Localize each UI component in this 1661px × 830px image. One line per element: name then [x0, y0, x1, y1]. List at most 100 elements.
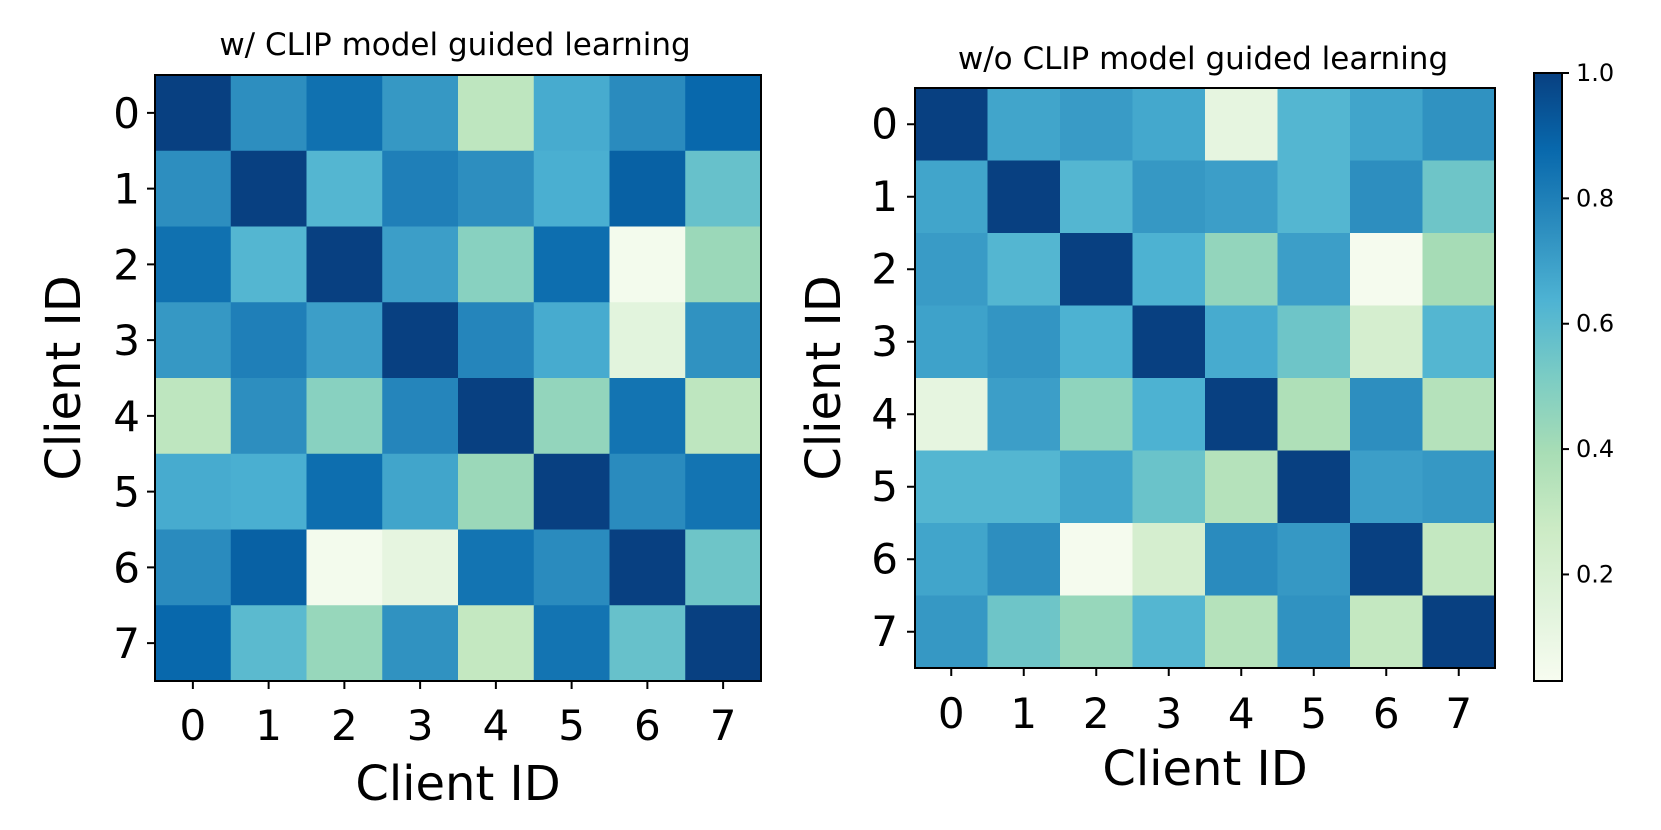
heatmap-cell-1-0: [915, 160, 989, 234]
heatmap-cell-6-7: [685, 529, 762, 606]
heatmap-cell-1-6: [1350, 160, 1424, 234]
heatmap-cell-0-3: [1132, 88, 1206, 162]
heatmap-cell-3-4: [458, 302, 535, 379]
heatmap-cell-4-0: [915, 378, 989, 452]
heatmap-cell-4-1: [987, 378, 1061, 452]
heatmap-cell-3-5: [533, 302, 611, 379]
heatmap-cell-2-4: [458, 226, 535, 303]
heatmap-cell-5-3: [382, 453, 459, 531]
heatmap-cell-2-5: [1277, 233, 1351, 307]
heatmap-cell-6-5: [1277, 523, 1351, 597]
heatmap-cell-7-5: [533, 605, 611, 682]
heatmap-cell-0-0: [155, 75, 232, 152]
heatmap-cell-3-1: [230, 302, 308, 379]
heatmap-cell-0-7: [1422, 88, 1496, 162]
heatmap-cell-5-6: [609, 453, 686, 531]
heatmap-cell-6-2: [1060, 523, 1134, 597]
heatmap-cell-6-1: [987, 523, 1061, 597]
y-tick-label: 0: [113, 89, 140, 138]
heatmap-cell-3-6: [609, 302, 686, 379]
x-tick-label: 1: [1010, 689, 1037, 738]
y-tick-label: 6: [113, 543, 140, 592]
heatmap-cell-0-1: [230, 75, 308, 152]
y-tick-label: 2: [871, 245, 898, 294]
heatmap-cell-2-4: [1205, 233, 1279, 307]
heatmap-cell-6-6: [609, 529, 686, 606]
heatmap-cell-3-1: [987, 305, 1061, 379]
heatmap-cell-4-0: [155, 378, 232, 455]
y-tick-label: 4: [871, 390, 898, 439]
heatmap-cell-7-1: [230, 605, 308, 682]
y-tick-label: 5: [113, 468, 140, 517]
x-tick-label: 6: [634, 701, 661, 750]
heatmap-cell-5-7: [1422, 450, 1496, 524]
heatmap-cell-3-6: [1350, 305, 1424, 379]
colorbar-ticks: 0.2 0.4 0.6 0.8 1.0: [1562, 59, 1614, 588]
y-tick-label: 2: [113, 240, 140, 289]
heatmap-cell-6-7: [1422, 523, 1496, 597]
heatmap-cell-7-3: [382, 605, 459, 682]
heatmap-cell-0-5: [533, 75, 611, 152]
x-axis-label: Client ID: [355, 756, 560, 812]
colorbar: 0.2 0.4 0.6 0.8 1.0: [1533, 59, 1614, 682]
heatmap-cell-1-4: [1205, 160, 1279, 234]
heatmap-cell-5-5: [1277, 450, 1351, 524]
heatmap-cell-1-5: [533, 150, 611, 228]
heatmap-cell-3-0: [915, 305, 989, 379]
colorbar-tick-label: 0.6: [1576, 310, 1614, 338]
heatmap-cell-3-5: [1277, 305, 1351, 379]
heatmap-cell-1-3: [1132, 160, 1206, 234]
heatmap-cell-1-2: [306, 150, 383, 228]
heatmap-cell-5-7: [685, 453, 762, 531]
heatmap-cell-4-7: [685, 378, 762, 455]
y-tick-label: 4: [113, 392, 140, 441]
y-axis-label: Client ID: [36, 275, 92, 480]
heatmap-cell-0-6: [609, 75, 686, 152]
heatmap-cell-3-0: [155, 302, 232, 379]
heatmap-cells: [915, 88, 1496, 669]
colorbar-tick-label: 0.4: [1576, 435, 1614, 463]
heatmap-cell-3-2: [306, 302, 383, 379]
x-tick-label: 7: [710, 701, 737, 750]
plot-frame: [154, 74, 762, 682]
heatmap-cell-0-4: [458, 75, 535, 152]
x-tick-label: 5: [1300, 689, 1327, 738]
y-tick-label: 6: [871, 535, 898, 584]
y-tick-label: 5: [871, 462, 898, 511]
colorbar-gradient: [1533, 72, 1563, 682]
heatmap-cell-2-6: [1350, 233, 1424, 307]
heatmap-cell-4-7: [1422, 378, 1496, 452]
heatmap-cell-1-6: [609, 150, 686, 228]
heatmap-cell-2-5: [533, 226, 611, 303]
heatmap-cell-0-7: [685, 75, 762, 152]
chart-title: w/o CLIP model guided learning: [958, 41, 1448, 77]
x-tick-label: 4: [1228, 689, 1255, 738]
heatmap-cell-0-3: [382, 75, 459, 152]
heatmap-cell-4-2: [1060, 378, 1134, 452]
heatmap-cell-5-6: [1350, 450, 1424, 524]
heatmap-cell-7-7: [685, 605, 762, 682]
heatmap-cell-5-4: [458, 453, 535, 531]
colorbar-tick-label: 0.2: [1576, 560, 1614, 588]
plot-frame: [914, 87, 1496, 669]
y-tick-label: 1: [871, 172, 898, 221]
heatmap-cell-5-2: [1060, 450, 1134, 524]
heatmap-cell-0-5: [1277, 88, 1351, 162]
heatmap-cell-1-5: [1277, 160, 1351, 234]
heatmap-cell-6-3: [382, 529, 459, 606]
heatmap-cell-4-4: [458, 378, 535, 455]
heatmap-cell-0-6: [1350, 88, 1424, 162]
x-tick-label: 6: [1373, 689, 1400, 738]
heatmap-cell-5-3: [1132, 450, 1206, 524]
heatmap-cell-4-2: [306, 378, 383, 455]
heatmap-cell-6-2: [306, 529, 383, 606]
y-tick-label: 7: [871, 607, 898, 656]
y-tick-label: 1: [113, 165, 140, 214]
heatmap-cell-5-2: [306, 453, 383, 531]
heatmap-cell-7-1: [987, 595, 1061, 669]
heatmap-cell-2-2: [1060, 233, 1134, 307]
heatmap-cell-2-0: [155, 226, 232, 303]
heatmap-cell-6-0: [155, 529, 232, 606]
